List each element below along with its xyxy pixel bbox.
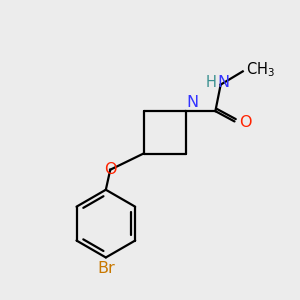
Text: O: O xyxy=(239,116,252,130)
Text: N: N xyxy=(217,75,229,90)
Text: N: N xyxy=(187,95,199,110)
Text: CH$_3$: CH$_3$ xyxy=(246,61,275,79)
Text: Br: Br xyxy=(97,261,115,276)
Text: H: H xyxy=(206,75,217,90)
Text: O: O xyxy=(104,162,116,177)
